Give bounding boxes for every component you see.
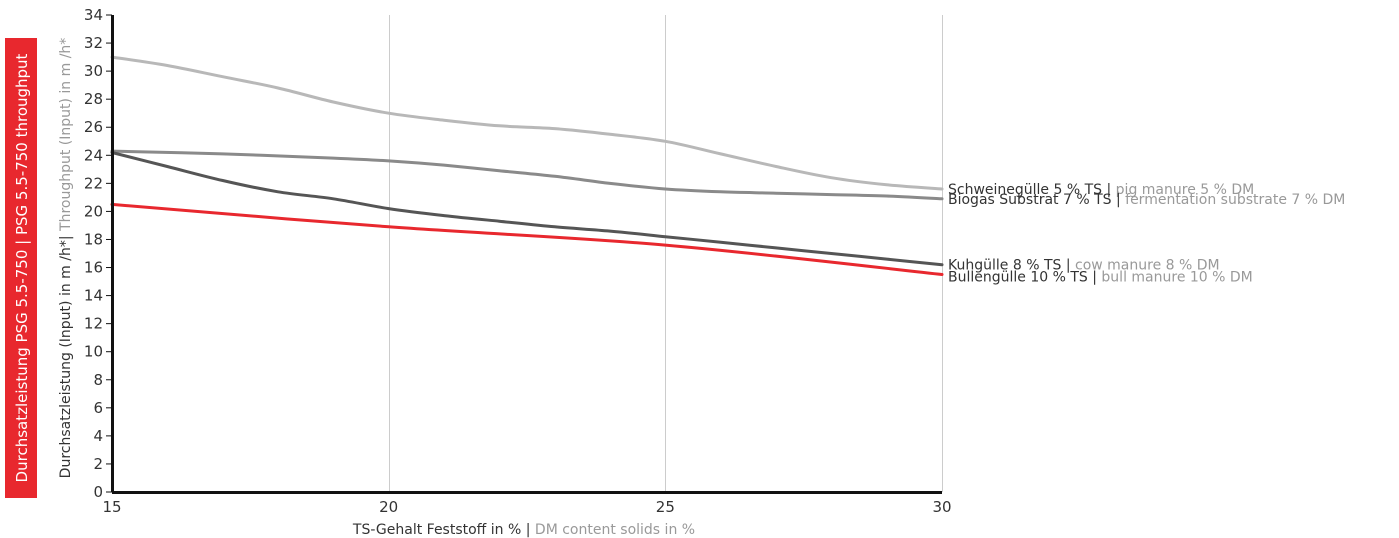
y-tick-label: 10 [84,343,103,361]
y-tick-label: 22 [84,174,103,192]
y-tick-label: 14 [84,287,103,305]
series-label: Kuhgülle 8 % TS | cow manure 8 % DM [948,258,1220,274]
y-tick-label: 34 [84,6,103,24]
y-axis-title-separator: | [58,231,74,240]
series-line [110,55,944,191]
series-lines [110,55,944,276]
y-tick-label: 18 [84,230,103,248]
y-tick-label: 12 [84,315,103,333]
x-axis-title-separator: | [521,522,535,538]
series-label: Biogas Substrat 7 % TS | fermentation su… [948,192,1345,208]
series-label: Schweinegülle 5 % TS | pig manure 5 % DM [948,182,1254,198]
x-tick-label: 15 [102,498,121,516]
y-tick-label: 30 [84,62,103,80]
y-axis-title: Durchsatzleistung (Input) in m /h*| Thro… [58,38,74,479]
y-axis-title-en: Throughput (Input) in m /h* [58,38,74,232]
series-label: Bullengülle 10 % TS | bull manure 10 % D… [948,270,1253,286]
y-tick-label: 26 [84,118,103,136]
x-tick-labels: 15 20 25 30 [102,498,951,516]
x-axis-title-de: TS-Gehalt Feststoff in % [352,522,521,538]
y-tick-label: 6 [93,399,103,417]
gridlines [389,15,943,492]
y-tick-label: 0 [93,483,103,501]
chart-banner-background [5,38,37,498]
series-line [110,151,944,267]
series-line [110,202,944,276]
y-tick-label: 2 [93,455,103,473]
y-tick-label: 8 [93,371,103,389]
series-line [110,149,944,201]
series-labels: Schweinegülle 5 % TS | pig manure 5 % DM… [948,182,1345,286]
y-tick-label: 28 [84,90,103,108]
x-tick-label: 20 [379,498,398,516]
y-tick-label: 16 [84,259,103,277]
chart-banner-title: Durchsatzleistung PSG 5.5-750 | PSG 5.5-… [13,53,31,482]
y-axis-title-de: Durchsatzleistung (Input) in m /h* [58,240,74,478]
y-tick-label: 32 [84,34,103,52]
x-tick-label: 25 [656,498,675,516]
x-axis-title: TS-Gehalt Feststoff in % | DM content so… [352,522,695,538]
y-tick-label: 20 [84,202,103,220]
x-axis-title-en: DM content solids in % [535,522,695,538]
y-tick-label: 24 [84,146,103,164]
y-tick-label: 4 [93,427,103,445]
x-tick-label: 30 [932,498,951,516]
